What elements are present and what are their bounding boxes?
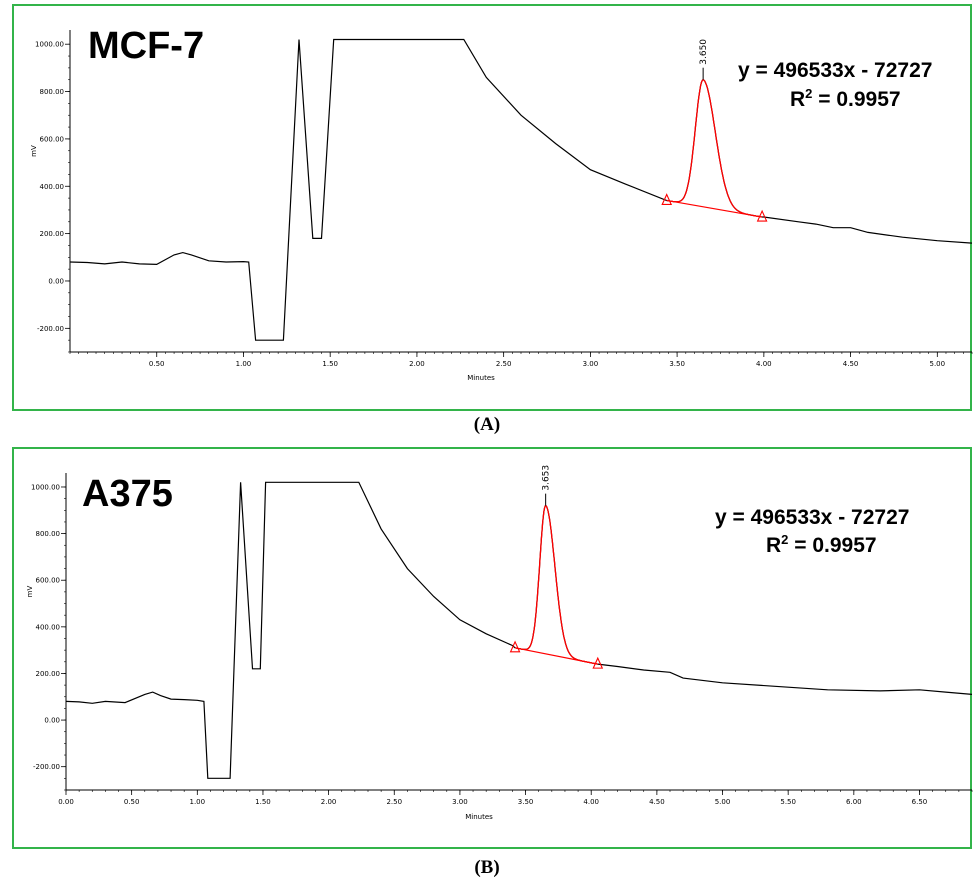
x-tick-label: 3.50 [518, 798, 534, 806]
r-squared-label: R2 = 0.9957 [766, 532, 877, 557]
x-tick-label: 1.00 [236, 360, 252, 368]
y-tick-label: 800.00 [40, 88, 65, 96]
y-tick-label: 400.00 [40, 183, 65, 191]
y-tick-label: 200.00 [36, 670, 61, 678]
x-axis-title: Minutes [467, 374, 495, 382]
integrated-peak [514, 504, 598, 665]
x-axis-title: Minutes [465, 813, 493, 821]
x-tick-label: 2.00 [321, 798, 337, 806]
x-tick-label: 0.50 [124, 798, 140, 806]
y-tick-label: 1000.00 [35, 41, 64, 49]
chromatogram-a: 0.50 1.00 1.50 2.00 2.50 3.00 3.50 4.00 4.50 5.00… [30, 25, 973, 382]
x-tick-label: 1.50 [322, 360, 338, 368]
x-tick-label: 5.00 [930, 360, 946, 368]
x-tick-label: 2.50 [496, 360, 512, 368]
regression-equation: y = 496533x - 72727 [715, 506, 909, 529]
y-tick-label: 200.00 [40, 230, 65, 238]
x-tick-label: 4.50 [649, 798, 665, 806]
peak-baseline [514, 647, 598, 665]
r-squared-label: R2 = 0.9957 [790, 86, 901, 111]
peak-marker-triangle [592, 656, 604, 669]
regression-equation: y = 496533x - 72727 [738, 59, 932, 82]
panel-b-frame [12, 447, 972, 849]
peak-retention-label: 3.650 [699, 39, 709, 65]
x-tick-label: 4.00 [583, 798, 599, 806]
x-tick-label: 0.00 [58, 798, 74, 806]
peak-marker-triangle [509, 640, 521, 653]
peak-baseline [666, 199, 763, 218]
y-tick-label: 0.00 [48, 277, 64, 285]
peak-marker-triangle [661, 193, 673, 206]
peak-marker-triangle [756, 209, 768, 222]
y-tick-label: 600.00 [40, 135, 65, 143]
peak-retention-label: 3.653 [542, 465, 552, 491]
x-tick-label: 3.00 [452, 798, 468, 806]
sample-label: A375 [82, 473, 173, 515]
x-tick-label: 4.50 [843, 360, 859, 368]
x-tick-label: 0.50 [149, 360, 165, 368]
x-tick-label: 6.00 [846, 798, 862, 806]
y-axis-title: mV [26, 585, 34, 597]
x-tick-label: 4.00 [756, 360, 772, 368]
x-tick-label: 3.50 [669, 360, 685, 368]
y-tick-label: 0.00 [44, 717, 60, 725]
x-tick-label: 3.00 [583, 360, 599, 368]
x-tick-label: 2.00 [409, 360, 425, 368]
y-tick-label: 400.00 [36, 623, 61, 631]
x-tick-label: 5.00 [715, 798, 731, 806]
y-tick-label: 600.00 [36, 577, 61, 585]
x-tick-label: 1.50 [255, 798, 271, 806]
x-tick-label: 6.50 [912, 798, 928, 806]
y-axis-title: mV [30, 145, 38, 157]
x-tick-label: 5.50 [780, 798, 796, 806]
caption-b: (B) [474, 857, 500, 878]
y-tick-label: 800.00 [36, 530, 61, 538]
caption-a: (A) [473, 414, 501, 435]
panel-a-frame [12, 4, 972, 411]
x-tick-label: 2.50 [386, 798, 402, 806]
y-tick-label: 1000.00 [31, 483, 60, 491]
x-tick-label: 1.00 [190, 798, 206, 806]
y-tick-label: -200.00 [37, 325, 64, 333]
sample-label: MCF-7 [88, 25, 204, 67]
y-tick-label: -200.00 [33, 763, 60, 771]
